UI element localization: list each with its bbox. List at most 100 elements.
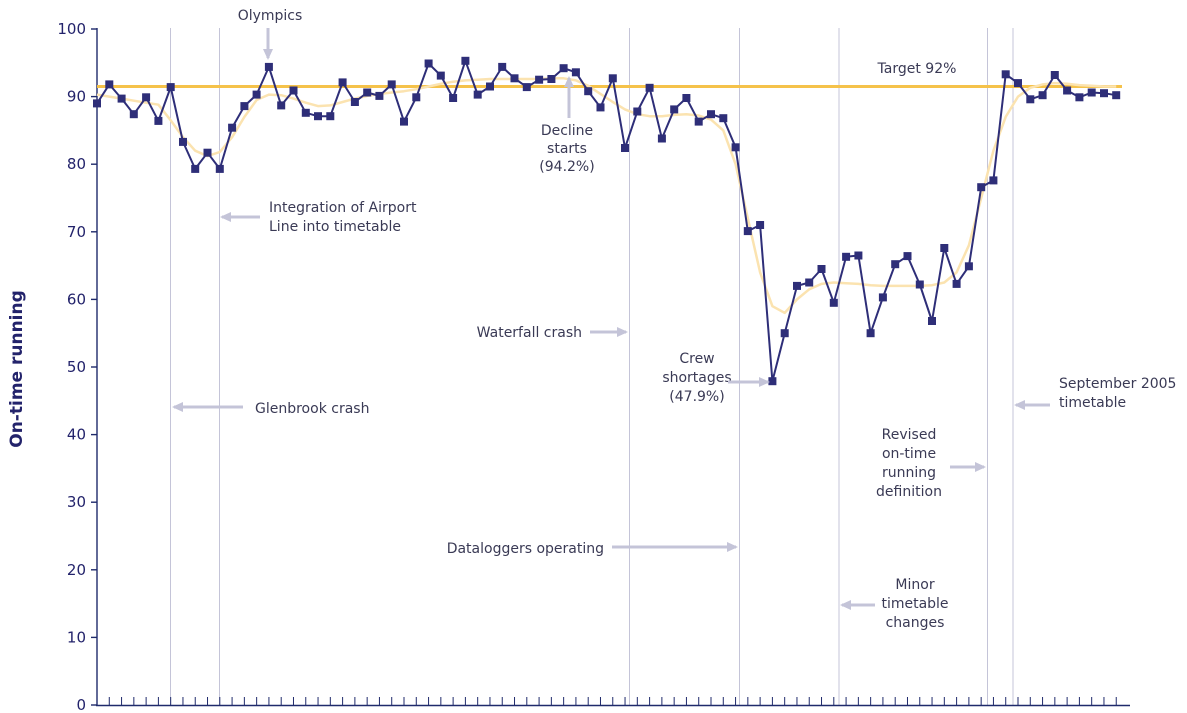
data-point	[142, 93, 151, 102]
annotation-arrow	[590, 327, 628, 337]
data-point	[191, 164, 200, 173]
data-point	[510, 74, 519, 83]
y-tick-label: 40	[67, 426, 86, 444]
data-point	[350, 98, 359, 106]
data-point	[915, 280, 924, 289]
data-point	[842, 252, 851, 261]
annotation-label: Revised on-time running definition	[876, 427, 942, 500]
data-point	[412, 93, 421, 102]
data-point	[1112, 91, 1121, 100]
annotation-label: Waterfall crash	[477, 325, 582, 341]
data-point	[387, 80, 396, 89]
data-point	[1001, 70, 1010, 79]
arrow-head	[220, 212, 231, 222]
data-point	[1038, 91, 1047, 100]
trend-line	[96, 77, 1117, 315]
data-point	[756, 221, 765, 229]
y-tick-label: 80	[67, 155, 86, 173]
y-axis-label: On-time running	[7, 290, 27, 448]
data-point	[1100, 89, 1108, 98]
annotation-label: Crew shortages (47.9%)	[662, 351, 731, 405]
annotation-label: Olympics	[238, 8, 303, 24]
data-point	[277, 101, 286, 110]
data-point	[780, 329, 789, 338]
data-point	[1050, 71, 1059, 79]
data-point	[645, 83, 654, 92]
annotation-label: September 2005 timetable	[1059, 376, 1176, 411]
data-point	[289, 86, 298, 95]
data-point	[559, 64, 568, 73]
annotation-arrow	[263, 28, 273, 60]
data-point	[424, 59, 433, 68]
annotation-label: Decline starts (94.2%)	[539, 123, 594, 175]
data-point	[363, 88, 372, 97]
annotation-label: Glenbrook crash	[255, 401, 369, 417]
data-point	[1063, 86, 1072, 95]
data-point	[793, 281, 801, 290]
data-point	[1087, 88, 1096, 97]
y-tick-label: 20	[67, 561, 86, 579]
data-point	[400, 117, 408, 126]
data-point	[1026, 95, 1035, 104]
y-tick-label: 70	[67, 223, 86, 241]
data-point	[301, 108, 310, 117]
data-point	[608, 74, 617, 83]
data-point	[264, 62, 273, 71]
data-point	[179, 137, 187, 146]
series-group	[93, 56, 1121, 386]
trend-group	[96, 77, 1117, 315]
arrow-head	[975, 462, 986, 472]
annotation-arrow	[950, 462, 986, 472]
data-point	[854, 251, 863, 260]
data-point	[498, 62, 507, 71]
data-point	[829, 298, 838, 307]
annotation-arrow	[728, 377, 770, 387]
data-point	[105, 80, 114, 89]
data-point	[215, 164, 224, 173]
data-point	[633, 107, 642, 116]
data-point	[522, 83, 531, 92]
data-point	[768, 377, 777, 386]
data-point	[719, 114, 728, 123]
data-point	[682, 94, 691, 102]
data-point	[338, 78, 347, 87]
data-point	[1014, 79, 1022, 88]
data-point	[928, 317, 936, 325]
data-point	[878, 293, 887, 302]
data-point	[375, 91, 384, 100]
data-point	[486, 82, 494, 91]
annotation-arrow	[612, 542, 738, 552]
data-point	[461, 56, 470, 65]
data-point	[203, 148, 212, 157]
data-point	[473, 90, 482, 99]
data-point	[964, 262, 973, 271]
annotations-group: Olympics Target 92% Decline starts (94.2%) In…	[172, 8, 1176, 631]
y-tick-label: 90	[67, 88, 86, 106]
arrow-head	[840, 600, 851, 610]
arrow-head	[172, 402, 183, 412]
arrow-head	[1014, 400, 1025, 410]
data-point	[166, 83, 175, 92]
arrow-head	[263, 49, 273, 60]
data-point	[743, 227, 752, 236]
arrow-head	[727, 542, 738, 552]
annotation-label: Integration of Airport Line into timetabl…	[269, 200, 417, 235]
event-lines	[170, 28, 1014, 705]
data-point	[571, 68, 580, 77]
data-point	[670, 105, 679, 114]
y-tick-label: 100	[57, 20, 86, 38]
data-point	[866, 329, 875, 338]
data-point	[657, 134, 666, 143]
data-point	[547, 75, 556, 83]
annotation-arrow	[172, 402, 243, 412]
annotation-arrow	[840, 600, 875, 610]
axes: 0 10 20 30 40 50 60 70 80 90 100	[57, 20, 1130, 713]
data-point	[93, 99, 101, 108]
data-point	[535, 75, 544, 84]
data-point	[326, 112, 335, 121]
data-point	[805, 278, 814, 287]
data-point	[731, 143, 740, 152]
data-point	[117, 94, 126, 103]
data-point	[1075, 93, 1084, 102]
